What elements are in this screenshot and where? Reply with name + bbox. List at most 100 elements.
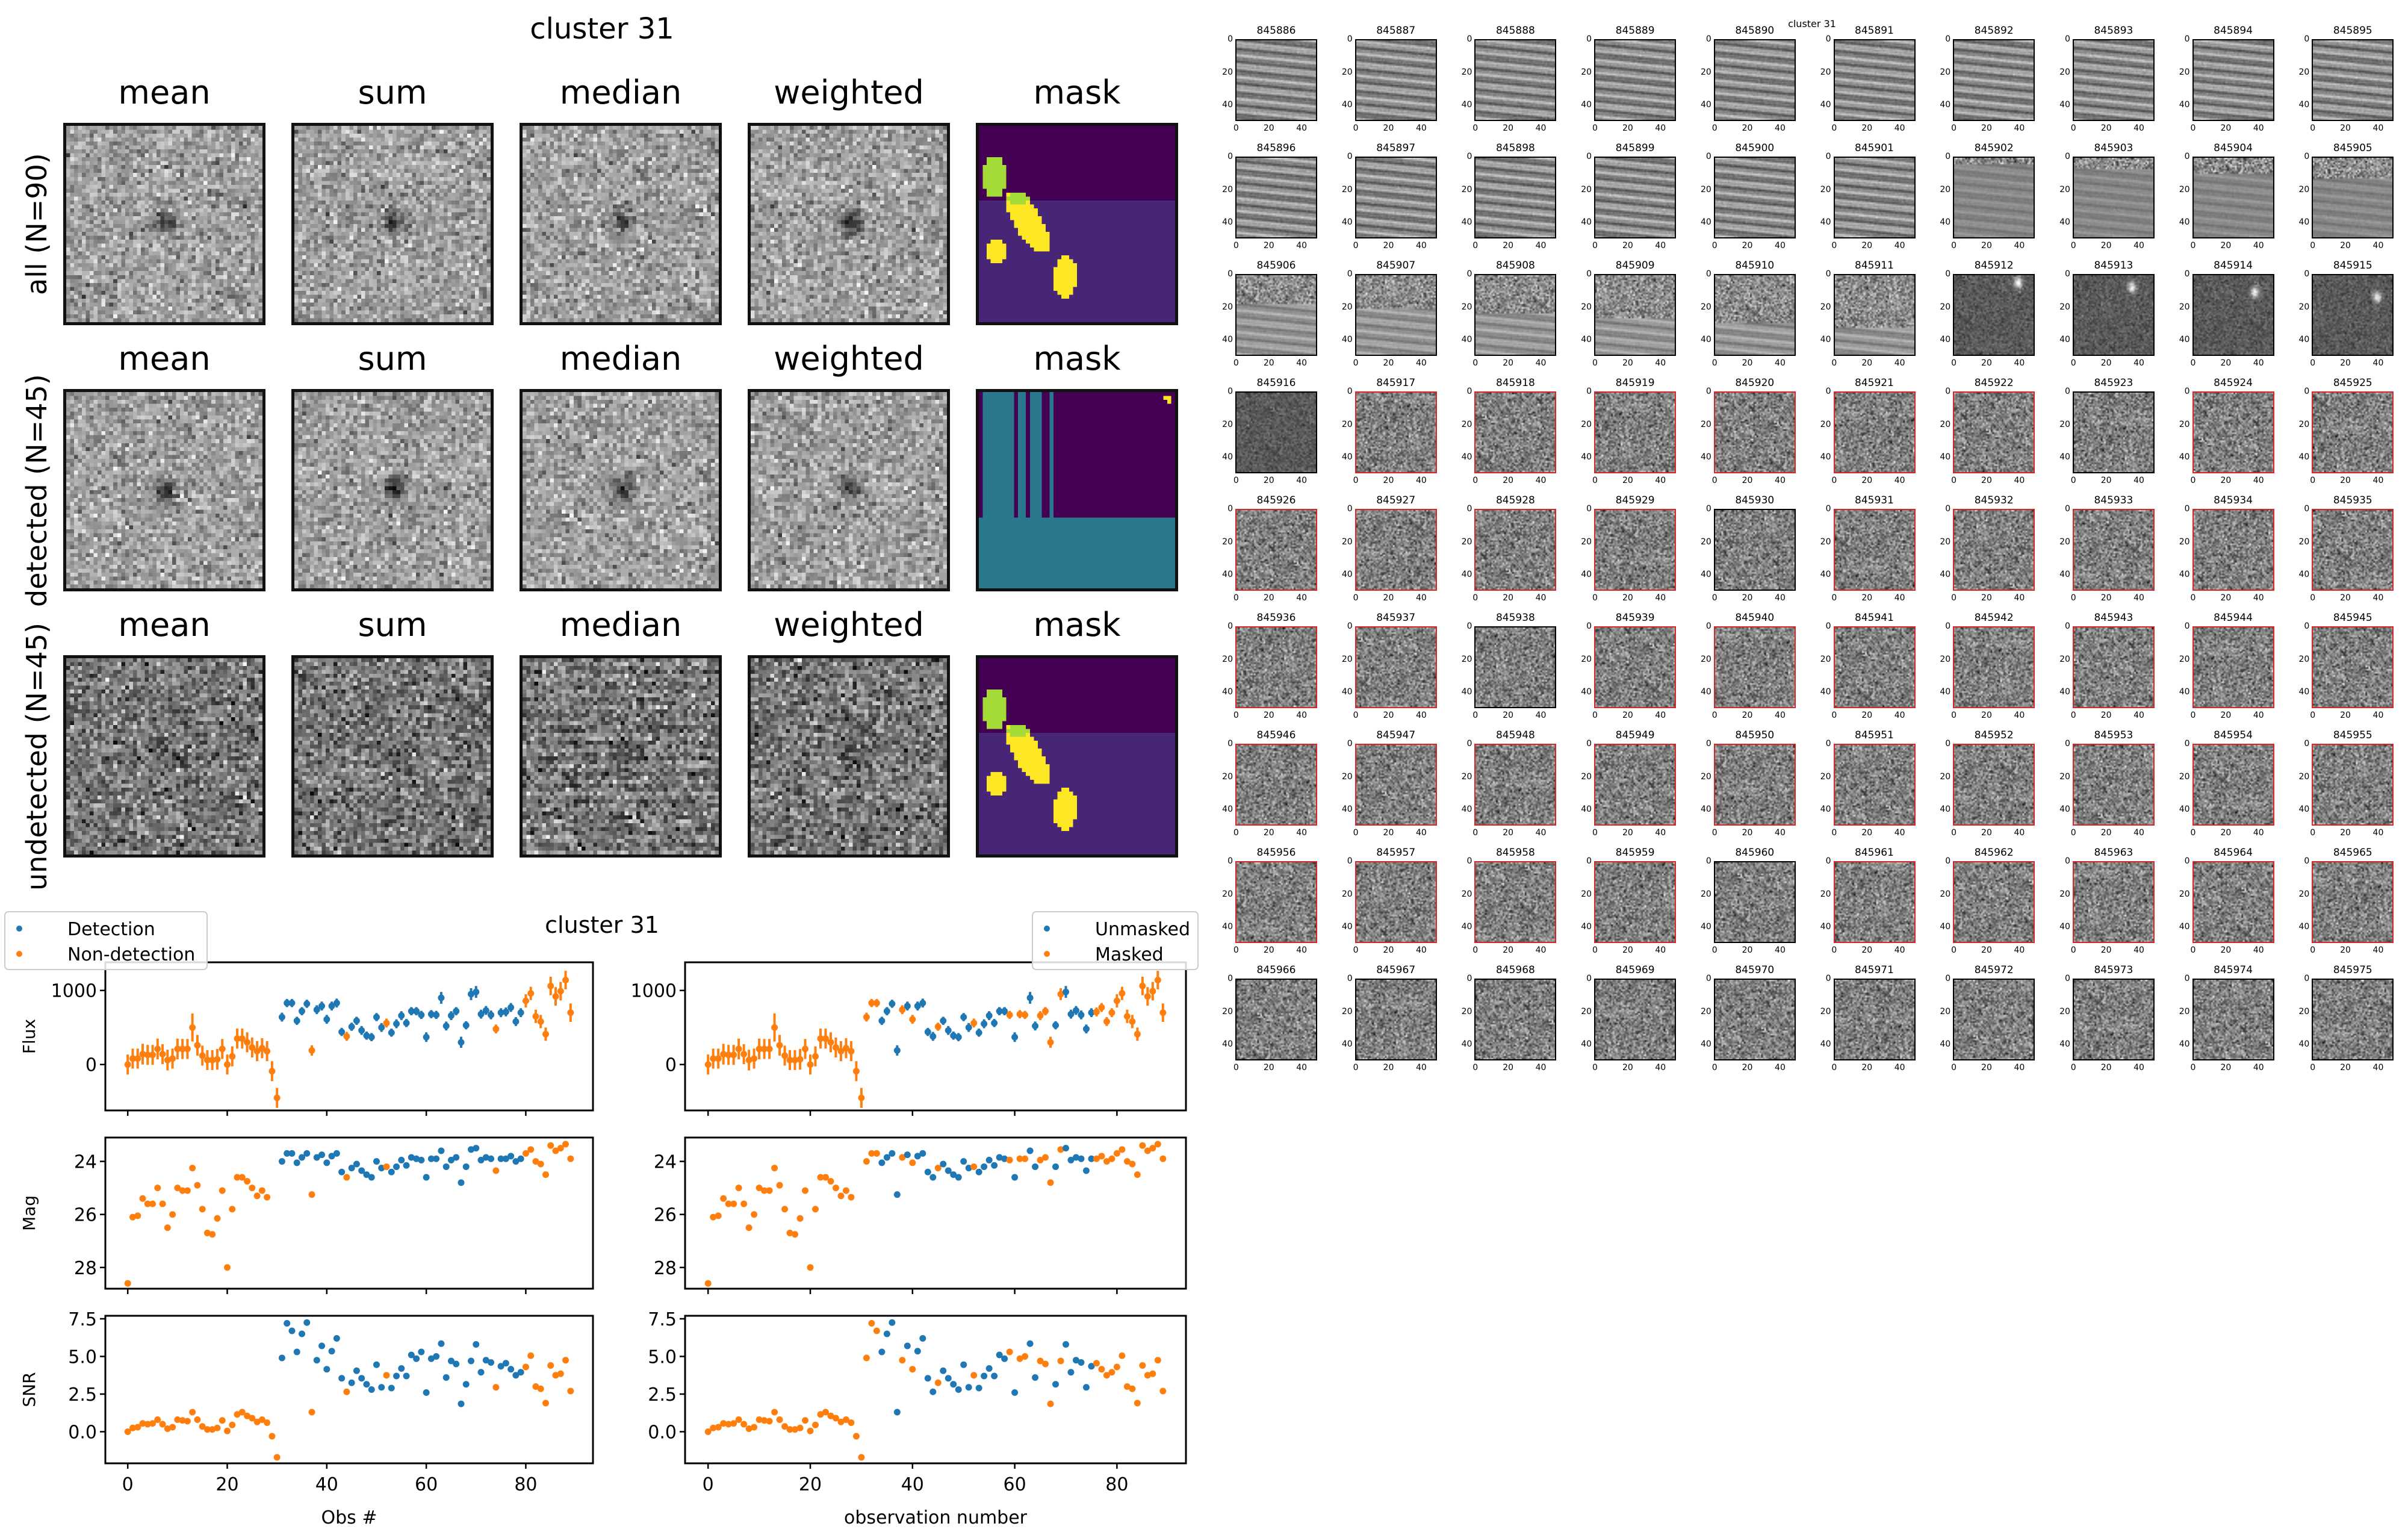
thumbnail-image[interactable]	[1354, 274, 1437, 356]
thumbnail-image[interactable]	[1354, 157, 1437, 238]
thumbnail-image[interactable]	[2072, 391, 2155, 473]
thumbnail-image-flagged[interactable]	[1953, 861, 2035, 943]
thumbnail-image-flagged[interactable]	[2312, 861, 2394, 943]
thumbnail-image-flagged[interactable]	[1833, 626, 1916, 708]
data-point	[873, 1000, 880, 1007]
thumbnail-image[interactable]	[1713, 157, 1796, 238]
thumbnail-image-flagged[interactable]	[2192, 626, 2274, 708]
thumbnail-image[interactable]	[1713, 509, 1796, 591]
thumbnail-image[interactable]	[1713, 274, 1796, 356]
thumbnail-image-flagged[interactable]	[2312, 744, 2394, 826]
thumbnail-image-flagged[interactable]	[2192, 744, 2274, 826]
data-point	[945, 1027, 952, 1034]
thumbnail-image-flagged[interactable]	[1594, 509, 1677, 591]
thumbnail-y-tick-label: 0	[2304, 621, 2310, 632]
thumbnail-image-flagged[interactable]	[2192, 509, 2274, 591]
thumbnail-image[interactable]	[1833, 979, 1916, 1060]
data-point	[373, 1013, 380, 1021]
thumbnail-image-flagged[interactable]	[2312, 391, 2394, 473]
thumbnail-image-flagged[interactable]	[2192, 861, 2274, 943]
thumbnail-image[interactable]	[1713, 39, 1796, 121]
thumbnail-image[interactable]	[2072, 979, 2155, 1060]
thumbnail-image[interactable]	[1594, 39, 1677, 121]
thumbnail-image-flagged[interactable]	[1953, 391, 2035, 473]
thumbnail-image[interactable]	[2192, 979, 2274, 1060]
thumbnail-image[interactable]	[1833, 157, 1916, 238]
thumbnail-image[interactable]	[2072, 39, 2155, 121]
thumbnail-image[interactable]	[2312, 274, 2394, 356]
thumbnail-image[interactable]	[1474, 626, 1557, 708]
thumbnail-image[interactable]	[1235, 274, 1317, 356]
thumbnail-image-flagged[interactable]	[1354, 861, 1437, 943]
thumbnail-image[interactable]	[1833, 274, 1916, 356]
thumbnail-image[interactable]	[2192, 157, 2274, 238]
thumbnail-image-flagged[interactable]	[1833, 861, 1916, 943]
thumbnail-y-tick-label: 40	[1940, 687, 1951, 697]
thumbnail-image[interactable]	[1235, 979, 1317, 1060]
thumbnail-image-flagged[interactable]	[1833, 744, 1916, 826]
thumbnail-image-flagged[interactable]	[2072, 626, 2155, 708]
thumbnail-image-flagged[interactable]	[1235, 626, 1317, 708]
thumbnail-image[interactable]	[2072, 274, 2155, 356]
thumbnail-y-tick-label: 0	[1825, 269, 1831, 279]
thumbnail-image-flagged[interactable]	[1833, 509, 1916, 591]
thumbnail-image-flagged[interactable]	[1594, 861, 1677, 943]
thumbnail-image-flagged[interactable]	[1354, 626, 1437, 708]
thumbnail-image[interactable]	[1354, 39, 1437, 121]
thumbnail-image[interactable]	[1474, 979, 1557, 1060]
thumbnail-image-flagged[interactable]	[2312, 509, 2394, 591]
thumbnail-image[interactable]	[1953, 157, 2035, 238]
thumbnail-image-flagged[interactable]	[1953, 744, 2035, 826]
thumbnail-image[interactable]	[1953, 979, 2035, 1060]
thumbnail-image[interactable]	[1235, 157, 1317, 238]
data-point	[858, 1454, 865, 1461]
thumbnail-image-flagged[interactable]	[2192, 391, 2274, 473]
thumbnail-image-flagged[interactable]	[1354, 391, 1437, 473]
thumbnail-image-flagged[interactable]	[1713, 626, 1796, 708]
thumbnail-image-flagged[interactable]	[1235, 509, 1317, 591]
thumbnail-image-flagged[interactable]	[2072, 861, 2155, 943]
thumbnail-image-flagged[interactable]	[2072, 744, 2155, 826]
thumbnail-image[interactable]	[1354, 979, 1437, 1060]
thumbnail-x-tick-label: 40	[1655, 593, 1666, 603]
thumbnail-image-flagged[interactable]	[1713, 744, 1796, 826]
data-point	[720, 1195, 727, 1202]
thumbnail-image-flagged[interactable]	[1474, 391, 1557, 473]
thumbnail-image[interactable]	[1713, 861, 1796, 943]
thumbnail-image-flagged[interactable]	[1713, 391, 1796, 473]
data-point	[730, 1420, 737, 1427]
thumbnail-image[interactable]	[2192, 274, 2274, 356]
thumbnail-image[interactable]	[1953, 39, 2035, 121]
thumbnail-image-flagged[interactable]	[1474, 509, 1557, 591]
thumbnail-image-flagged[interactable]	[1833, 391, 1916, 473]
thumbnail-image[interactable]	[1594, 274, 1677, 356]
thumbnail-image[interactable]	[1235, 39, 1317, 121]
thumbnail-image[interactable]	[1833, 39, 1916, 121]
thumbnail-image-flagged[interactable]	[1235, 744, 1317, 826]
thumbnail-image-flagged[interactable]	[1594, 626, 1677, 708]
thumbnail-image[interactable]	[1474, 39, 1557, 121]
thumbnail-image[interactable]	[2312, 157, 2394, 238]
thumbnail-image-flagged[interactable]	[2312, 626, 2394, 708]
thumbnail-image[interactable]	[2192, 39, 2274, 121]
thumbnail-image[interactable]	[1953, 274, 2035, 356]
thumbnail-image[interactable]	[2312, 979, 2394, 1060]
thumbnail-image[interactable]	[1594, 157, 1677, 238]
thumbnail-image-flagged[interactable]	[1474, 861, 1557, 943]
thumbnail-image[interactable]	[2312, 39, 2394, 121]
thumbnail-image[interactable]	[2072, 157, 2155, 238]
thumbnail-image-flagged[interactable]	[1354, 509, 1437, 591]
thumbnail-image[interactable]	[1235, 391, 1317, 473]
thumbnail-image[interactable]	[1713, 979, 1796, 1060]
thumbnail-image-flagged[interactable]	[1953, 509, 2035, 591]
thumbnail-image[interactable]	[1474, 157, 1557, 238]
thumbnail-image-flagged[interactable]	[1474, 744, 1557, 826]
thumbnail-image[interactable]	[1594, 979, 1677, 1060]
thumbnail-image-flagged[interactable]	[1953, 626, 2035, 708]
thumbnail-image-flagged[interactable]	[2072, 509, 2155, 591]
thumbnail-image[interactable]	[1474, 274, 1557, 356]
thumbnail-image-flagged[interactable]	[1594, 391, 1677, 473]
thumbnail-image-flagged[interactable]	[1235, 861, 1317, 943]
thumbnail-image-flagged[interactable]	[1354, 744, 1437, 826]
thumbnail-image-flagged[interactable]	[1594, 744, 1677, 826]
